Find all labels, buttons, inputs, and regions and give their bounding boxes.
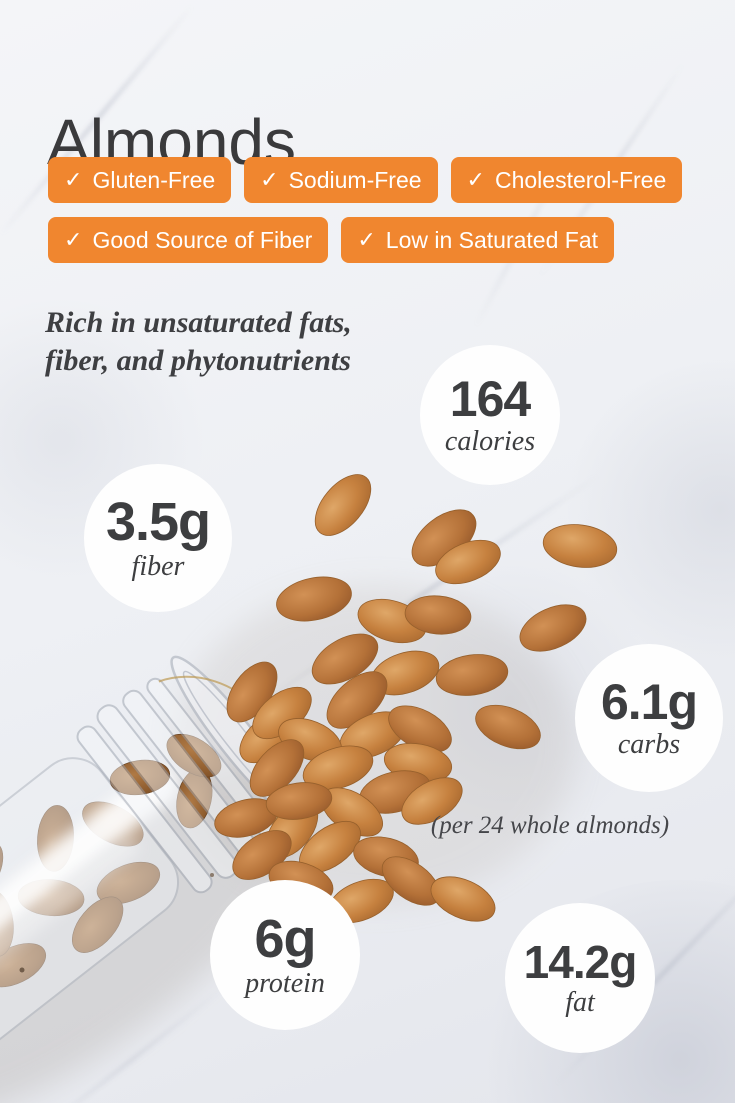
badge-row-1: ✓ Gluten-Free ✓ Sodium-Free ✓ Cholestero… <box>48 157 683 203</box>
calories-label: calories <box>444 425 536 457</box>
check-icon: ✓ <box>64 227 83 252</box>
stat-circle-carbs: 6.1g carbs <box>575 644 723 792</box>
badge-good-source-of-fiber: ✓ Good Source of Fiber <box>48 217 329 263</box>
carbs-label: carbs <box>617 728 681 760</box>
carbs-value: 6.1g <box>600 673 698 730</box>
tagline-line-2: fiber, and phytonutrients <box>45 343 351 377</box>
badge-low-in-saturated-fat: ✓ Low in Saturated Fat <box>341 217 615 263</box>
badge-label: Low in Saturated Fat <box>385 226 599 253</box>
stat-circle-fiber: 3.5g fiber <box>84 464 232 612</box>
crumb <box>19 967 25 973</box>
protein-label: protein <box>245 967 325 999</box>
check-icon: ✓ <box>64 167 83 192</box>
badge-label: Gluten-Free <box>92 166 216 193</box>
fiber-label: fiber <box>131 550 185 582</box>
fat-value: 14.2g <box>523 935 638 988</box>
calories-value: 164 <box>449 370 531 427</box>
badge-sodium-free: ✓ Sodium-Free <box>244 157 438 203</box>
stat-circle-protein: 6g protein <box>210 880 360 1030</box>
badge-cholesterol-free: ✓ Cholesterol-Free <box>450 157 683 203</box>
badge-gluten-free: ✓ Gluten-Free <box>48 157 232 203</box>
crumb <box>210 873 214 877</box>
badge-label: Cholesterol-Free <box>494 166 667 193</box>
check-icon: ✓ <box>357 227 376 252</box>
tagline: Rich in unsaturated fats, fiber, and phy… <box>45 304 352 379</box>
almond-jar <box>0 655 320 1103</box>
check-icon: ✓ <box>466 167 485 192</box>
badge-label: Sodium-Free <box>288 166 422 193</box>
fat-label: fat <box>565 986 595 1018</box>
badge-label: Good Source of Fiber <box>92 226 313 253</box>
serving-note: (per 24 whole almonds) <box>430 812 670 839</box>
check-icon: ✓ <box>260 167 279 192</box>
fiber-value: 3.5g <box>105 491 211 552</box>
badge-row-2: ✓ Good Source of Fiber ✓ Low in Saturate… <box>48 217 615 263</box>
stat-circle-fat: 14.2g fat <box>505 903 655 1053</box>
stat-circle-calories: 164 calories <box>420 345 560 485</box>
protein-value: 6g <box>254 908 316 969</box>
tagline-line-1: Rich in unsaturated fats, <box>45 306 352 339</box>
